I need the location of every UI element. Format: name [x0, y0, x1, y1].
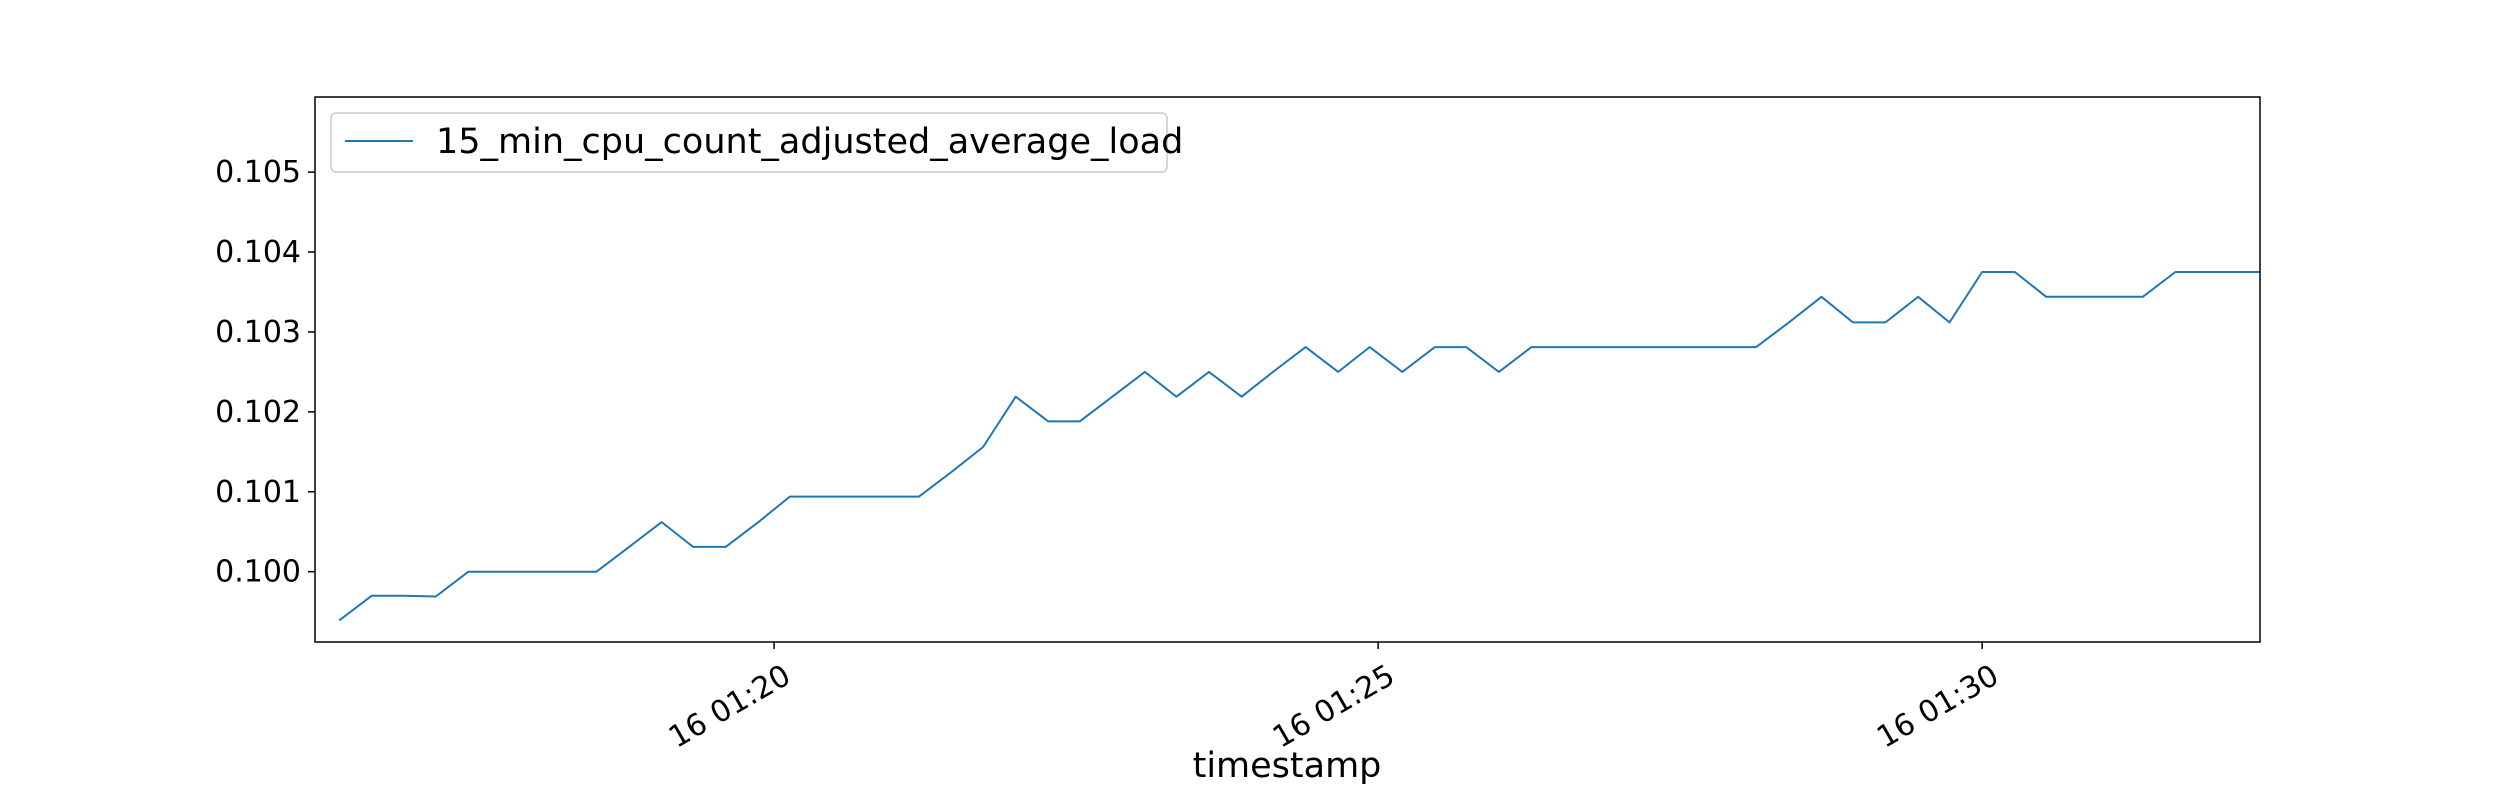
series-line-0 — [339, 123, 2500, 621]
y-tick-label: 0.102 — [215, 395, 301, 430]
x-axis-ticks: 16 01:20 16 01:25 16 01:30 — [663, 642, 2005, 755]
y-tick-label: 0.105 — [215, 155, 301, 190]
x-tick-label: 16 01:30 — [1871, 658, 2005, 755]
y-tick-label: 0.101 — [215, 475, 301, 510]
x-axis-title: timestamp — [1193, 746, 1382, 786]
y-tick-label: 0.100 — [215, 555, 301, 590]
series-layer — [339, 123, 2500, 621]
x-tick-label: 16 01:25 — [1267, 658, 1401, 755]
legend: 15_min_cpu_count_adjusted_average_load — [331, 113, 1183, 172]
y-axis-ticks: 0.100 0.101 0.102 0.103 0.104 0.105 — [215, 155, 315, 590]
y-tick-label: 0.104 — [215, 235, 301, 270]
plot-frame — [315, 97, 2260, 642]
legend-label: 15_min_cpu_count_adjusted_average_load — [436, 122, 1183, 162]
x-tick-label: 16 01:20 — [663, 658, 797, 755]
plot-area: 16 01:20 16 01:25 16 01:30 0.100 0.101 0.102… — [215, 97, 2500, 755]
y-tick-label: 0.103 — [215, 315, 301, 350]
